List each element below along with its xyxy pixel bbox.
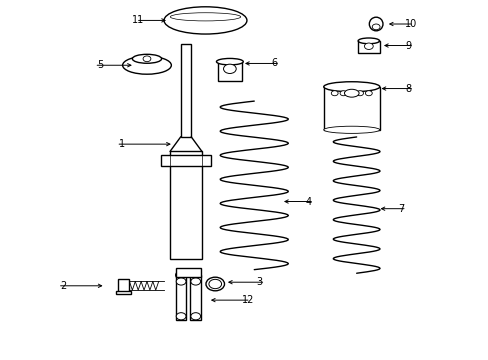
Circle shape xyxy=(176,313,185,320)
Circle shape xyxy=(176,278,185,285)
Ellipse shape xyxy=(132,54,161,63)
Circle shape xyxy=(364,43,372,49)
Ellipse shape xyxy=(368,17,382,31)
Ellipse shape xyxy=(163,7,246,34)
FancyBboxPatch shape xyxy=(190,275,201,320)
Ellipse shape xyxy=(323,126,379,134)
Ellipse shape xyxy=(170,13,240,21)
Ellipse shape xyxy=(205,277,224,291)
Text: 2: 2 xyxy=(60,281,66,291)
Text: 7: 7 xyxy=(397,204,404,214)
Text: 3: 3 xyxy=(256,277,262,287)
FancyBboxPatch shape xyxy=(116,291,131,294)
Circle shape xyxy=(208,279,221,289)
FancyBboxPatch shape xyxy=(118,279,129,292)
FancyBboxPatch shape xyxy=(217,62,242,81)
Circle shape xyxy=(356,91,363,96)
Circle shape xyxy=(339,91,346,96)
Circle shape xyxy=(365,91,371,96)
FancyBboxPatch shape xyxy=(323,87,379,130)
Circle shape xyxy=(223,64,236,73)
Circle shape xyxy=(371,24,379,30)
Text: 11: 11 xyxy=(132,15,144,26)
Ellipse shape xyxy=(344,89,358,97)
Text: 9: 9 xyxy=(405,41,411,50)
Circle shape xyxy=(330,91,337,96)
Circle shape xyxy=(190,278,200,285)
FancyBboxPatch shape xyxy=(180,44,191,137)
FancyBboxPatch shape xyxy=(170,151,202,259)
Text: 6: 6 xyxy=(271,58,277,68)
FancyBboxPatch shape xyxy=(175,275,186,320)
Circle shape xyxy=(143,56,151,62)
Ellipse shape xyxy=(357,38,379,44)
Ellipse shape xyxy=(190,271,201,279)
Circle shape xyxy=(190,313,200,320)
FancyBboxPatch shape xyxy=(175,268,201,277)
Ellipse shape xyxy=(216,58,243,65)
Text: 4: 4 xyxy=(305,197,311,207)
Text: 1: 1 xyxy=(119,139,125,149)
Ellipse shape xyxy=(175,271,186,279)
Text: 5: 5 xyxy=(97,60,103,70)
FancyBboxPatch shape xyxy=(161,155,210,166)
Text: 8: 8 xyxy=(405,84,411,94)
Ellipse shape xyxy=(122,56,171,74)
FancyBboxPatch shape xyxy=(357,41,379,53)
Text: 12: 12 xyxy=(242,295,254,305)
Ellipse shape xyxy=(323,82,379,92)
Text: 10: 10 xyxy=(405,19,417,29)
Circle shape xyxy=(347,91,354,96)
